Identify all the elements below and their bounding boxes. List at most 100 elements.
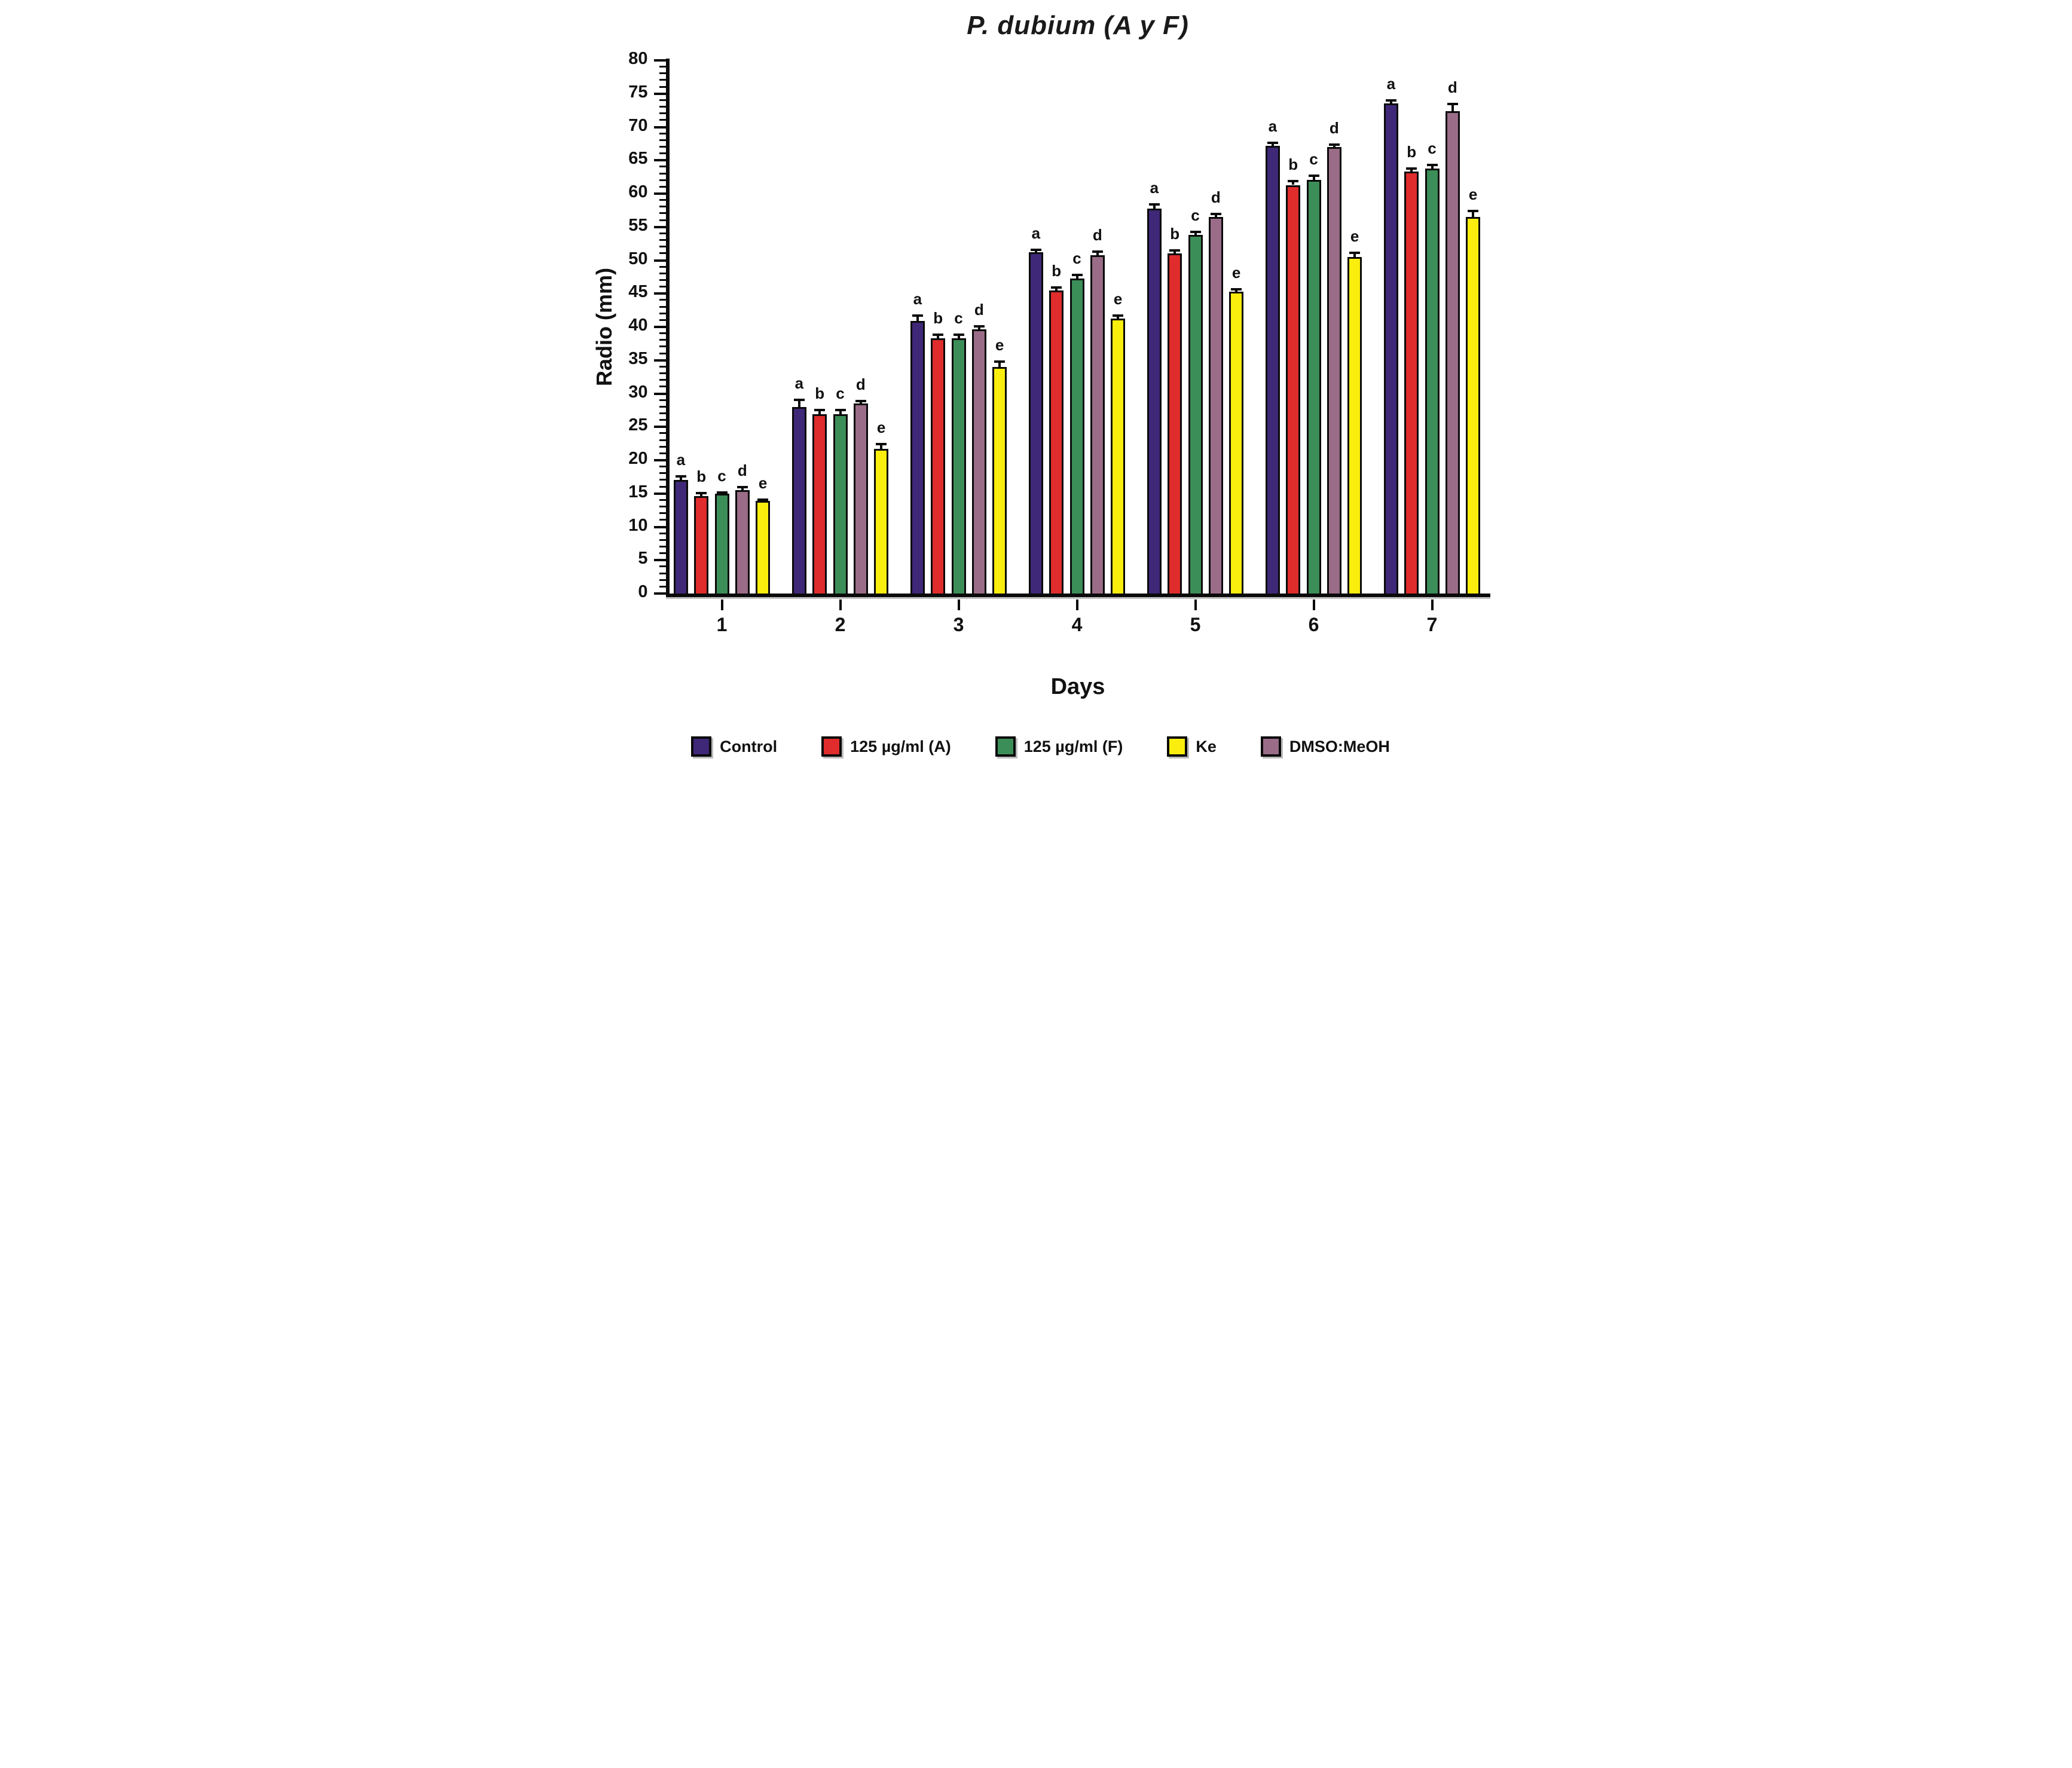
significance-letter: d [1447,78,1457,96]
bar-gmla-day7 [1404,172,1419,594]
significance-letter: b [696,467,707,485]
y-axis-major-tick [653,459,666,461]
y-axis-minor-tick [659,565,666,568]
y-axis-tick-label: 65 [628,149,648,169]
y-axis-tick-label: 70 [628,115,648,135]
significance-letter: d [855,375,866,393]
y-axis-major-tick [653,92,666,95]
bar-gmlf-day2 [833,414,848,594]
plot-area: 0 5 10 15 20 25 30 35 40 45 50 55 60 65 70 75 80 1 a b c d e 2 a… [628,49,1490,635]
significance-letter: c [1309,150,1318,168]
bar-gmla-day1 [694,496,709,594]
bar-gmlf-day3 [951,338,966,594]
bar-gmlf-day4 [1069,278,1084,594]
error-bar [797,400,800,407]
bar-control-day1 [673,480,688,594]
y-axis-major-tick [653,225,666,228]
y-axis-minor-tick [659,519,666,521]
error-bar [700,493,703,497]
y-axis-major-tick [653,326,666,328]
error-bar-cap [994,360,1006,363]
error-bar [1410,169,1413,172]
x-axis-tick-label: 5 [1190,614,1201,635]
bar-control-day6 [1265,145,1280,594]
y-axis-line [665,59,670,597]
y-axis-minor-tick [659,552,666,555]
significance-letter: b [933,309,943,328]
y-axis-minor-tick [659,112,666,115]
y-axis-minor-tick [659,272,666,274]
error-bar-cap [1148,203,1160,206]
x-axis-tick-label: 3 [953,614,964,635]
y-axis-minor-tick [659,345,666,348]
error-bar-cap [1113,314,1124,317]
error-bar-cap [1426,164,1438,167]
legend-label: 125 µg/ml (F) [1023,737,1123,755]
significance-letter: c [1072,249,1081,268]
error-bar [1312,176,1315,180]
y-axis-tick-label: 15 [628,482,648,501]
error-bar-cap [973,325,985,328]
y-axis-minor-tick [659,179,666,181]
bar-ke-day6 [1347,256,1362,594]
error-bar [1389,101,1392,104]
chart-title: P. dubium (A y F) [967,11,1189,40]
error-bar-cap [1092,250,1103,253]
y-axis-major-tick [653,159,666,162]
legend-label: 125 µg/ml (A) [850,737,951,755]
y-axis-minor-tick [659,132,666,134]
y-axis-minor-tick [659,572,666,574]
y-axis-minor-tick [659,506,666,508]
significance-letter: e [1350,227,1359,246]
x-axis-tick [839,599,842,610]
error-bar-cap [1071,274,1083,277]
significance-letter: c [954,309,963,328]
error-bar-cap [1231,287,1242,290]
y-axis-tick-label: 75 [628,82,648,102]
bar-ke-day2 [874,449,889,594]
bar-gmla-day3 [931,338,946,594]
x-axis-tick [957,599,960,610]
bar-ke-day4 [1111,318,1126,594]
y-axis-minor-tick [659,166,666,168]
y-axis-tick-label: 45 [628,282,648,302]
y-axis-minor-tick [659,152,666,155]
error-bar [1235,289,1238,292]
error-bar-cap [1288,179,1299,182]
y-axis-minor-tick [659,239,666,241]
y-axis-minor-tick [659,365,666,368]
error-bar [679,476,682,481]
bar-dmsomeoh-day3 [971,329,986,594]
y-axis-minor-tick [659,479,666,481]
error-bar-cap [933,334,944,337]
bar-gmlf-day1 [714,493,729,594]
y-axis-minor-tick [659,85,666,88]
y-axis-tick-label: 5 [638,549,648,568]
error-bar-cap [675,475,686,478]
significance-letter: c [836,384,845,403]
significance-letter: b [815,384,825,403]
bar-gmla-day5 [1168,253,1182,594]
y-axis-major-tick [653,359,666,362]
y-axis-minor-tick [659,305,666,308]
y-axis-minor-tick [659,585,666,588]
y-axis-tick-label: 30 [628,382,648,402]
y-axis-minor-tick [659,399,666,401]
error-bar-cap [912,314,923,317]
significance-letter: a [1268,117,1278,136]
y-axis-minor-tick [659,99,666,101]
error-bar-cap [1210,212,1221,215]
y-axis-minor-tick [659,79,666,81]
bar-dmsomeoh-day2 [853,403,868,594]
legend-swatch-icon [691,736,712,757]
error-bar-cap [1190,230,1201,233]
error-bar-cap [876,443,887,446]
error-bar [839,411,842,415]
bar-ke-day3 [992,366,1007,594]
bar-dmsomeoh-day7 [1445,111,1460,594]
y-axis-minor-tick [659,212,666,215]
error-bar-cap [1308,175,1319,177]
error-bar [859,401,862,404]
legend-swatch-icon [821,736,842,757]
y-axis-tick-label: 40 [628,316,648,335]
